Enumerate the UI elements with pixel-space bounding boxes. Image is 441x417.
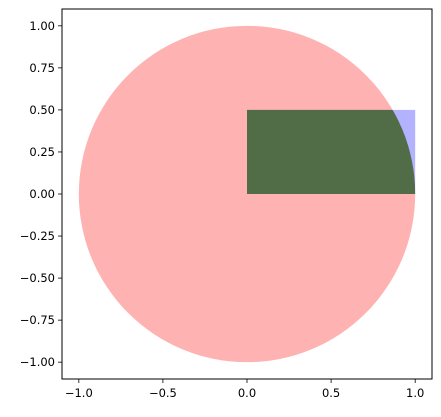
y-tick-label: −0.75 [20,313,55,327]
x-tick-label: −0.5 [149,386,177,400]
y-tick-label: 0.75 [29,61,55,75]
ticks-layer: −1.0 −0.5 0.0 0.5 1.0 1.00 0.75 0.50 0.25 0.00 −0.… [20,19,425,400]
y-tick-label: −0.25 [20,229,55,243]
x-tick-label: 0.0 [238,386,256,400]
y-tick-label: −0.50 [20,271,55,285]
x-tick-label: 0.5 [322,386,340,400]
y-tick-label: 0.25 [29,145,55,159]
y-tick-label: 0.50 [29,103,55,117]
shapes-layer [78,25,416,363]
x-tick-label: 1.0 [406,386,424,400]
y-tick-label: −1.00 [20,355,55,369]
y-tick-label: 0.00 [29,187,55,201]
x-tick-label: −1.0 [65,386,93,400]
y-tick-label: 1.00 [29,19,55,33]
plot-frame [61,8,433,380]
intersection-patch [247,109,416,194]
